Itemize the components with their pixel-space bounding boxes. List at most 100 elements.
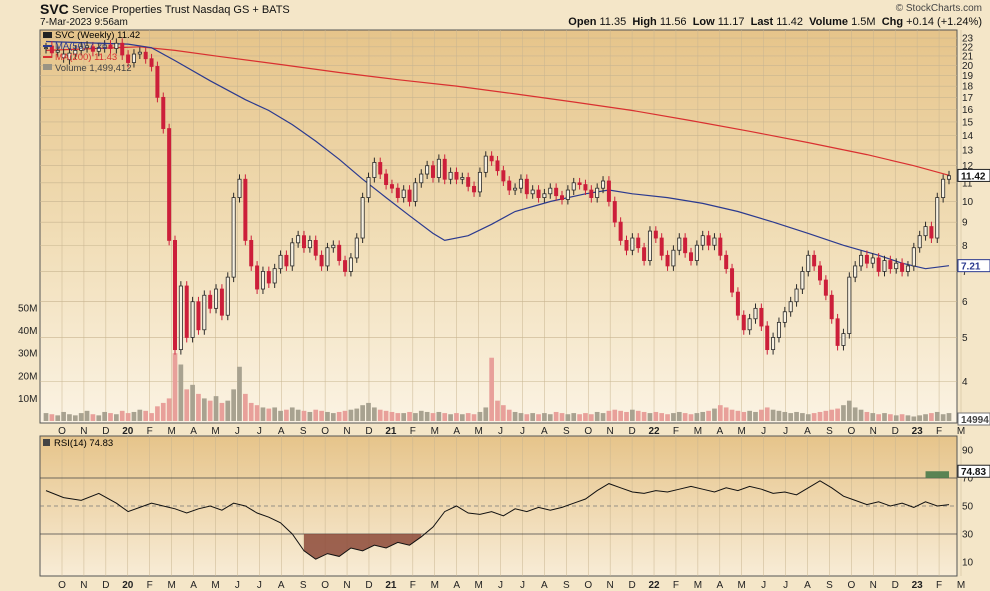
volume-bar <box>243 393 248 421</box>
price-tick-label: 17 <box>962 93 974 104</box>
volume-bar <box>676 411 682 421</box>
volume-bar <box>600 413 606 421</box>
candle-body <box>372 162 377 178</box>
candle-body <box>741 314 746 331</box>
month-tick-label: D <box>365 426 372 437</box>
volume-bar <box>401 413 407 421</box>
volume-bar <box>946 413 952 421</box>
volume-bar <box>108 413 113 421</box>
volume-bar <box>289 407 295 421</box>
volume-bar <box>131 411 137 421</box>
volume-bar <box>454 413 459 421</box>
candle-body <box>542 193 547 198</box>
ma200-path <box>45 46 950 176</box>
month-tick-label: M <box>694 426 702 437</box>
price-tick-label: 8 <box>962 241 968 252</box>
volume-bar <box>366 402 371 421</box>
ma50-badge-box <box>957 259 990 273</box>
legend-volume-swatch <box>43 64 52 70</box>
rsi-month-tick-label: O <box>321 580 329 591</box>
volume-bar <box>248 402 254 421</box>
price-tick-label: 16 <box>962 105 974 116</box>
month-tick-label: N <box>607 426 614 437</box>
candle-body <box>196 301 201 331</box>
candle-body <box>337 244 342 261</box>
candle-body <box>366 177 371 198</box>
volume-bar <box>61 411 66 421</box>
candle-body <box>583 184 588 191</box>
rsi-month-tick-label: F <box>936 580 942 591</box>
candle-body <box>917 235 922 249</box>
candle-body <box>172 240 177 351</box>
rsi-month-tick-label: D <box>628 580 635 591</box>
candlesticks <box>44 38 952 355</box>
candle-body <box>454 171 459 180</box>
candle-body <box>167 128 172 241</box>
rsi-tick-label: 50 <box>962 502 974 513</box>
candle-body <box>90 46 95 52</box>
candle-body <box>841 333 846 346</box>
volume-bar <box>530 413 536 421</box>
month-tick-label: 23 <box>912 426 924 437</box>
volume-bar <box>260 407 266 421</box>
volume-bar <box>559 413 565 421</box>
candle-body <box>689 252 694 261</box>
volume-bar <box>805 414 811 421</box>
candle-body <box>835 318 840 346</box>
candle-body <box>108 44 113 49</box>
volume-bar <box>694 413 700 421</box>
price-tick-label: 10 <box>962 197 974 208</box>
volume-bar <box>712 408 717 421</box>
candle-body <box>677 237 682 251</box>
candle-body <box>126 54 131 63</box>
volume-value: 1.5M <box>851 16 876 28</box>
volume-bar <box>389 411 395 421</box>
volume-bar <box>876 414 881 421</box>
candle-body <box>800 271 805 290</box>
company-name-text: Service Properties Trust <box>72 4 190 16</box>
candle-body <box>102 44 107 49</box>
volume-bar <box>190 384 195 421</box>
candle-body <box>161 96 166 129</box>
volume-bar <box>770 409 776 421</box>
volume-bar <box>336 411 342 421</box>
candle-body <box>548 187 553 195</box>
candle-body <box>501 170 506 182</box>
volume-bar <box>671 413 676 421</box>
volume-bar <box>917 415 923 421</box>
volume-bar <box>219 402 225 421</box>
candle-body <box>518 178 523 189</box>
volume-bar <box>201 398 207 421</box>
volume-badge-text: 14994 <box>961 415 989 426</box>
volume-bar <box>237 366 242 421</box>
candle-body <box>747 318 752 331</box>
candle-body <box>190 301 195 338</box>
candle-body <box>360 197 365 239</box>
volume-bar <box>272 407 278 421</box>
month-tick-label: M <box>957 426 965 437</box>
candle-body <box>671 249 676 267</box>
rsi-oversold-fill <box>304 534 422 560</box>
volume-bars <box>43 353 952 421</box>
change-value: +0.14 (+1.24%) <box>906 16 982 28</box>
volume-bar <box>301 410 307 421</box>
volume-bar <box>858 409 864 421</box>
volume-bar <box>114 414 119 421</box>
candle-body <box>313 240 318 256</box>
rsi-badge-text: 74.83 <box>961 467 986 478</box>
volume-bar <box>647 413 653 421</box>
volume-bar <box>665 414 670 421</box>
rsi-tick-label: 30 <box>962 530 974 541</box>
volume-bar <box>723 407 729 421</box>
volume-bar <box>811 413 817 421</box>
copyright-link[interactable]: © StockCharts.com <box>895 3 982 14</box>
month-tick-label: S <box>300 426 307 437</box>
volume-bar <box>471 414 477 421</box>
volume-bar <box>588 414 594 421</box>
candle-body <box>472 185 477 193</box>
volume-bar <box>800 413 805 421</box>
candle-body <box>272 268 277 284</box>
volume-bar <box>383 410 389 421</box>
candle-body <box>788 301 793 313</box>
candle-body <box>343 260 348 272</box>
